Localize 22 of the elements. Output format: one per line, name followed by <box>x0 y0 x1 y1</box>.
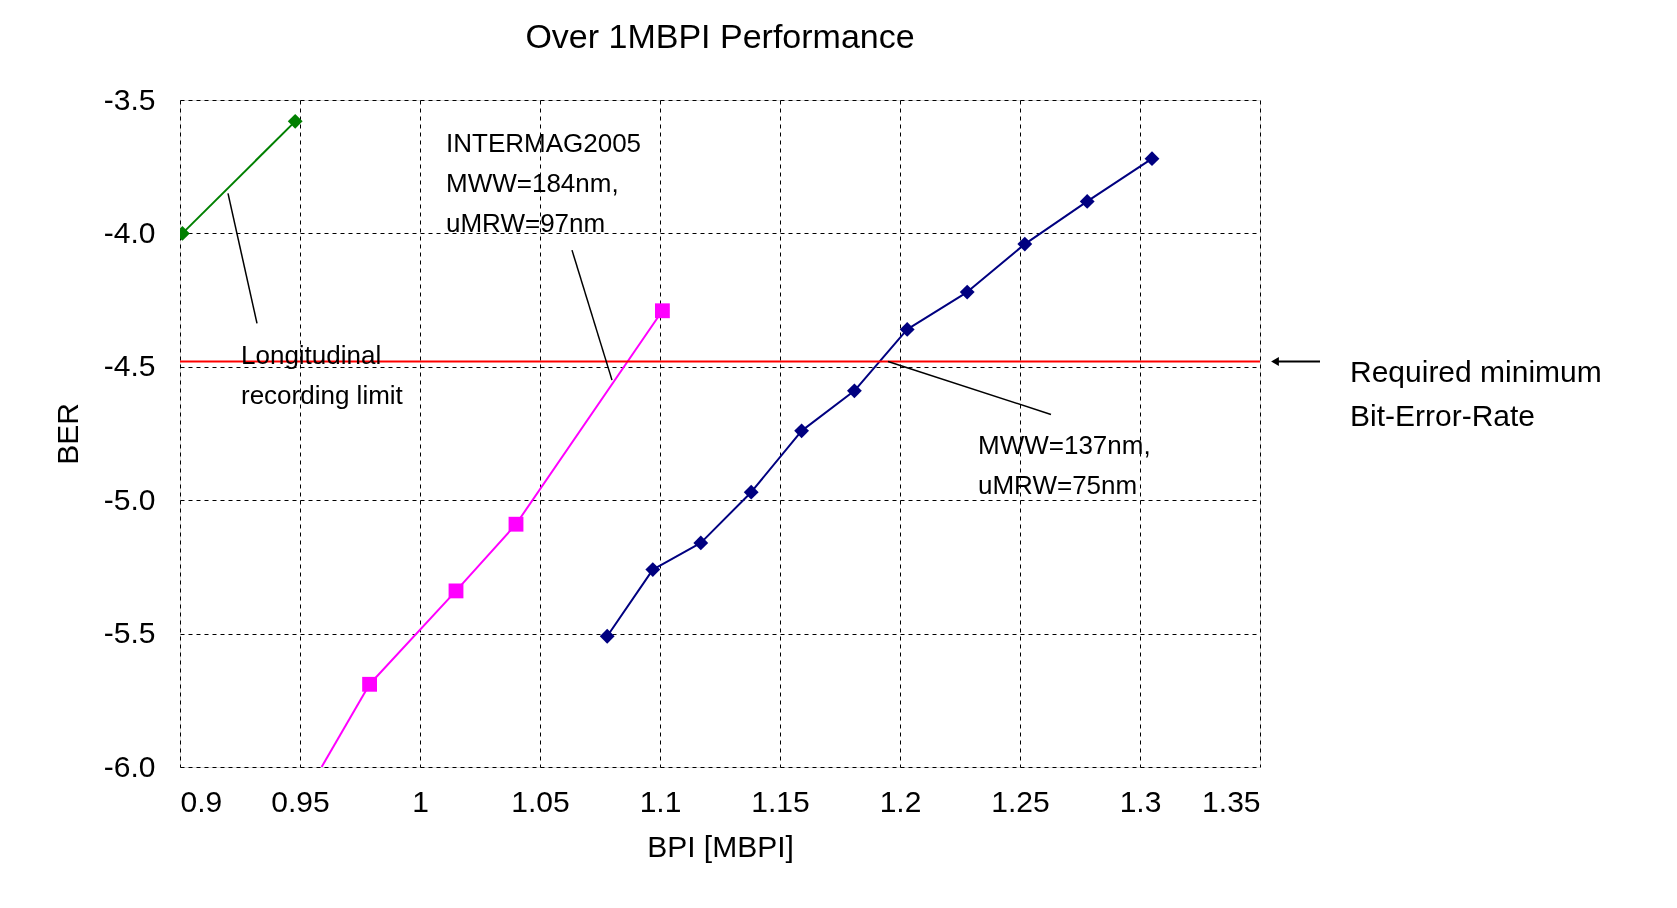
y-tick-label: -3.5 <box>103 82 156 116</box>
y-tick-label: -4.0 <box>103 215 156 249</box>
x-tick-label: 1.25 <box>991 784 1050 818</box>
chart-title: Over 1MBPI Performance <box>525 17 915 55</box>
x-tick-label: 1.2 <box>879 784 922 818</box>
x-tick-label: 1.35 <box>1202 784 1261 818</box>
x-axis-title: BPI [MBPI] <box>647 829 794 863</box>
y-tick-label: -5.5 <box>103 616 156 650</box>
text: Required minimum Bit-Error-Rate <box>1350 355 1602 433</box>
x-tick-label: 1.3 <box>1119 784 1162 818</box>
x-tick-label: 1.15 <box>751 784 810 818</box>
x-tick-label: 0.9 <box>180 784 223 818</box>
x-tick-label: 1 <box>412 784 429 818</box>
annotation: INTERMAG2005 MWW=184nm, uMRW=97nm <box>446 128 642 239</box>
x-tick-label: 1.1 <box>639 784 682 818</box>
x-tick-label: 1.05 <box>511 784 570 818</box>
y-tick-label: -6.0 <box>103 749 156 783</box>
y-axis-title: BER <box>50 403 84 465</box>
annotation: MWW=137nm, uMRW=75nm <box>978 430 1151 501</box>
y-tick-label: -4.5 <box>103 349 156 383</box>
x-tick-label: 0.95 <box>271 784 330 818</box>
y-tick-label: -5.0 <box>103 482 156 516</box>
